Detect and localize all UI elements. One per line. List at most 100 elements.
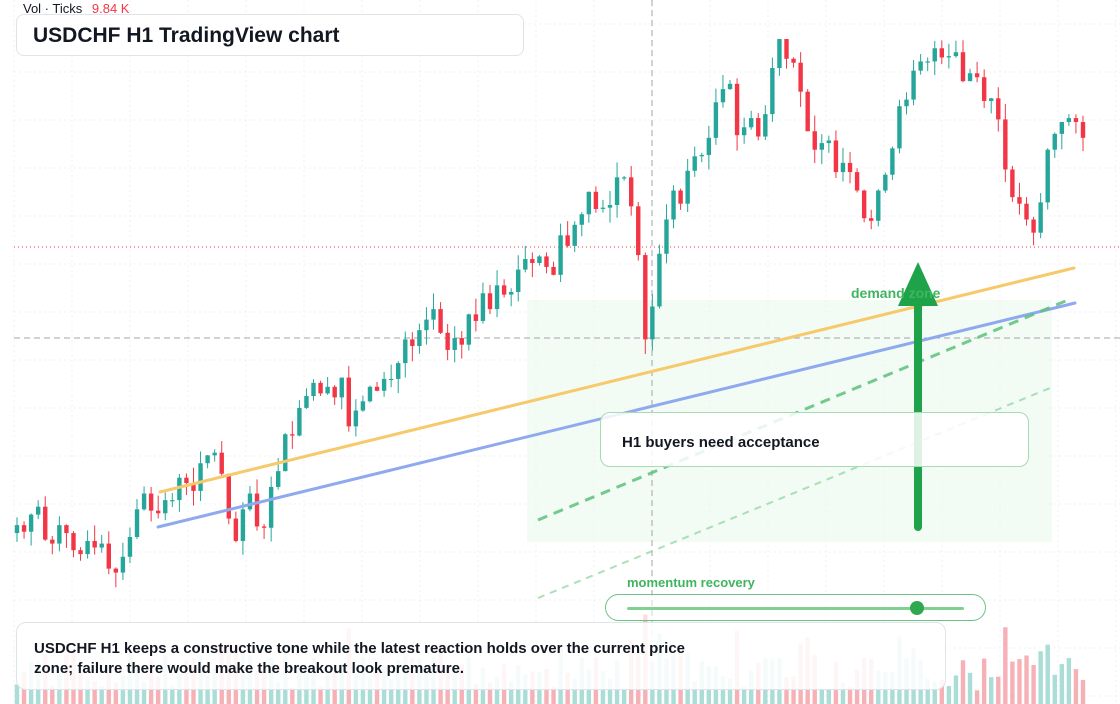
candle xyxy=(932,40,937,76)
candle xyxy=(240,502,246,555)
candle xyxy=(381,371,387,397)
candle xyxy=(1059,121,1065,150)
candle xyxy=(925,57,930,72)
volume-bar xyxy=(692,681,697,704)
callout-text: H1 buyers need acceptance xyxy=(622,434,820,451)
projection-line xyxy=(537,298,1069,522)
volume-bar xyxy=(205,676,210,704)
volume-label: Vol · Ticks xyxy=(23,1,83,16)
volume-bar xyxy=(487,682,493,704)
candle xyxy=(586,191,592,223)
volume-bar xyxy=(1031,664,1036,704)
candle xyxy=(177,473,182,512)
candle xyxy=(21,521,27,539)
volume-bar xyxy=(1024,655,1029,704)
momentum-label: momentum recovery xyxy=(627,575,755,590)
candlesticks xyxy=(14,38,1086,588)
momentum-knob xyxy=(909,601,924,615)
candle xyxy=(664,204,669,264)
candle xyxy=(487,284,493,315)
candle xyxy=(523,245,528,273)
momentum-gauge xyxy=(605,594,986,621)
volume-bar xyxy=(318,686,323,704)
momentum-track xyxy=(627,607,964,610)
candle xyxy=(876,189,881,227)
candle xyxy=(614,162,620,218)
candle xyxy=(593,186,599,213)
callout-card: H1 buyers need acceptance xyxy=(600,412,1029,467)
volume-bar xyxy=(784,677,789,704)
candle xyxy=(847,152,853,184)
volume-bar xyxy=(290,688,295,704)
candle xyxy=(1003,104,1008,183)
candle xyxy=(544,252,549,274)
candle xyxy=(311,379,316,401)
volume-bar xyxy=(1017,659,1022,704)
candle xyxy=(233,511,239,543)
candle xyxy=(445,324,450,361)
volume-bar xyxy=(791,676,796,704)
candle xyxy=(861,189,867,223)
candle xyxy=(170,492,175,508)
candle xyxy=(50,535,55,555)
candle xyxy=(974,61,980,83)
volume-bar xyxy=(99,685,104,704)
candle xyxy=(720,75,726,108)
candle xyxy=(699,152,704,163)
candle xyxy=(325,376,330,395)
volume-bar xyxy=(473,684,479,704)
candle xyxy=(989,98,994,114)
candle xyxy=(953,40,959,58)
candle xyxy=(551,261,556,276)
candle xyxy=(565,221,570,248)
candle xyxy=(106,531,111,575)
volume-bar xyxy=(508,681,514,704)
volume-bar xyxy=(720,676,726,704)
candle xyxy=(748,110,754,130)
candle xyxy=(360,395,366,412)
volume-bar xyxy=(170,684,175,704)
volume-bar xyxy=(960,660,966,704)
candle xyxy=(650,293,655,351)
summary-text: USDCHF H1 keeps a constructive tone whil… xyxy=(34,640,686,677)
candle xyxy=(734,78,740,151)
volume-bar xyxy=(1059,664,1065,704)
candle xyxy=(883,172,888,193)
candle xyxy=(35,500,41,520)
candle xyxy=(784,38,789,69)
candle xyxy=(424,307,429,345)
volume-bar xyxy=(494,676,500,704)
candle xyxy=(1024,197,1029,226)
candle xyxy=(756,113,761,141)
candle xyxy=(452,326,457,363)
summary-card: USDCHF H1 keeps a constructive tone whil… xyxy=(16,622,946,690)
candle xyxy=(198,451,203,502)
volume-bar xyxy=(840,682,846,704)
candle xyxy=(628,165,634,216)
candle xyxy=(939,40,945,65)
candle xyxy=(918,54,923,75)
candle xyxy=(57,516,62,552)
volume-value: 9.84 K xyxy=(91,1,130,16)
volume-bar xyxy=(276,681,281,704)
candle xyxy=(1052,132,1057,158)
candle xyxy=(911,60,916,106)
volume-bar xyxy=(50,685,55,704)
candle xyxy=(798,52,803,107)
candle xyxy=(254,479,260,531)
candle xyxy=(558,223,563,283)
volume-bar xyxy=(1003,627,1008,704)
candle xyxy=(148,487,154,522)
candle xyxy=(134,499,140,540)
volume-bar xyxy=(981,658,987,704)
candle xyxy=(1073,114,1079,134)
candle xyxy=(99,534,104,553)
volume-bar xyxy=(989,677,994,704)
volume-bar xyxy=(1073,669,1079,704)
candle xyxy=(141,486,147,511)
candle xyxy=(678,188,683,210)
volume-bar xyxy=(14,684,20,704)
candle xyxy=(579,212,584,237)
candle xyxy=(332,385,337,405)
candle xyxy=(78,547,83,561)
